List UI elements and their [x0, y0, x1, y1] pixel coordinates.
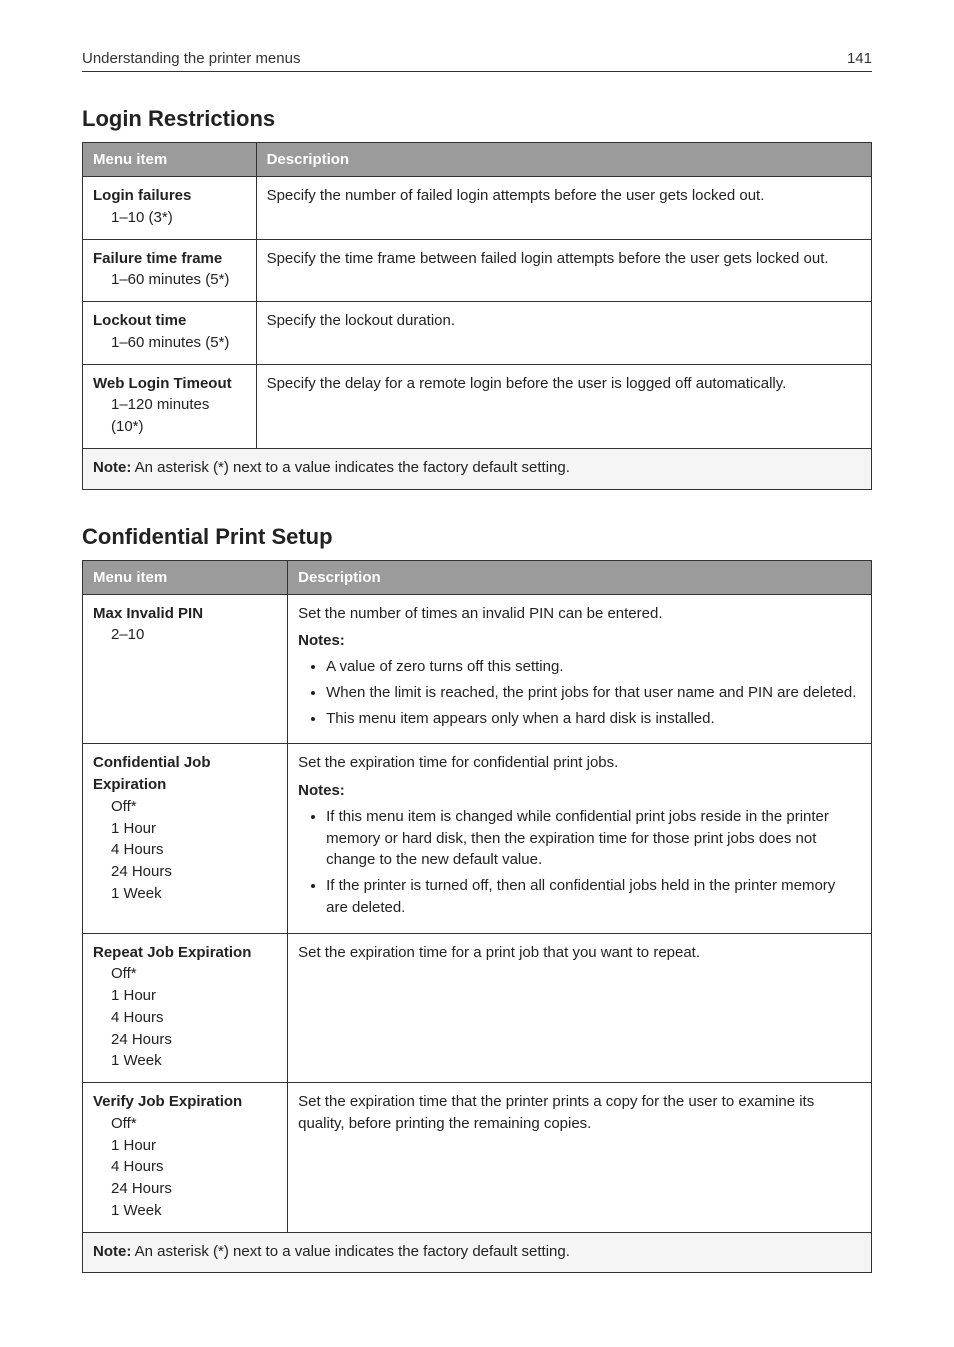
header-page-number: 141 [847, 50, 872, 67]
menu-item-option: Off* [93, 963, 277, 985]
note-item: This menu item appears only when a hard … [326, 708, 861, 730]
table-row: Verify Job Expiration Off* 1 Hour 4 Hour… [83, 1083, 872, 1233]
note-item: A value of zero turns off this setting. [326, 656, 861, 678]
menu-item-option: 1 Week [93, 883, 277, 905]
menu-item-option: 1 Hour [93, 1135, 277, 1157]
menu-item-option: 24 Hours [93, 1178, 277, 1200]
menu-item-name: Confidential Job Expiration [93, 752, 277, 796]
column-header-menu-item: Menu item [83, 560, 288, 594]
page-header: Understanding the printer menus 141 [82, 50, 872, 72]
note-text: An asterisk (*) next to a value indicate… [135, 1243, 570, 1260]
column-header-description: Description [256, 143, 871, 177]
menu-item-description: Set the expiration time for a print job … [288, 933, 872, 1083]
menu-item-option: 1 Hour [93, 818, 277, 840]
column-header-description: Description [288, 560, 872, 594]
table-login-restrictions: Menu item Description Login failures 1–1… [82, 142, 872, 490]
menu-item-name: Web Login Timeout [93, 373, 246, 395]
section-heading-login-restrictions: Login Restrictions [82, 106, 872, 132]
menu-item-description: Specify the number of failed login attem… [256, 177, 871, 240]
section-heading-confidential-print: Confidential Print Setup [82, 524, 872, 550]
table-note-row: Note: An asterisk (*) next to a value in… [83, 1232, 872, 1273]
table-confidential-print: Menu item Description Max Invalid PIN 2–… [82, 560, 872, 1274]
table-header-row: Menu item Description [83, 143, 872, 177]
menu-item-description: Specify the delay for a remote login bef… [256, 364, 871, 448]
menu-item-description: Set the number of times an invalid PIN c… [298, 605, 662, 622]
table-row: Web Login Timeout 1–120 minutes (10*) Sp… [83, 364, 872, 448]
menu-item-description: Specify the lockout duration. [256, 302, 871, 365]
table-row: Lockout time 1–60 minutes (5*) Specify t… [83, 302, 872, 365]
menu-item-name: Verify Job Expiration [93, 1091, 277, 1113]
menu-item-option: 4 Hours [93, 839, 277, 861]
table-row: Max Invalid PIN 2–10 Set the number of t… [83, 594, 872, 744]
menu-item-name: Failure time frame [93, 248, 246, 270]
document-page: Understanding the printer menus 141 Logi… [0, 0, 954, 1347]
menu-item-option: 4 Hours [93, 1007, 277, 1029]
table-header-row: Menu item Description [83, 560, 872, 594]
notes-label: Notes: [298, 780, 861, 802]
menu-item-name: Max Invalid PIN [93, 603, 277, 625]
menu-item-option: 1 Week [93, 1200, 277, 1222]
menu-item-name: Lockout time [93, 310, 246, 332]
note-label: Note: [93, 459, 131, 476]
table-row: Failure time frame 1–60 minutes (5*) Spe… [83, 239, 872, 302]
table-row: Confidential Job Expiration Off* 1 Hour … [83, 744, 872, 933]
note-label: Note: [93, 1243, 131, 1260]
menu-item-name: Repeat Job Expiration [93, 942, 277, 964]
menu-item-option: Off* [93, 796, 277, 818]
menu-item-description: Specify the time frame between failed lo… [256, 239, 871, 302]
notes-label: Notes: [298, 630, 861, 652]
menu-item-name: Login failures [93, 185, 246, 207]
header-title: Understanding the printer menus [82, 50, 300, 67]
note-item: If this menu item is changed while confi… [326, 806, 861, 871]
menu-item-option: 1–120 minutes (10*) [93, 394, 246, 438]
menu-item-description: Set the expiration time that the printer… [288, 1083, 872, 1233]
menu-item-option: 1–60 minutes (5*) [93, 332, 246, 354]
menu-item-option: 2–10 [93, 624, 277, 646]
notes-list: A value of zero turns off this setting. … [298, 656, 861, 729]
menu-item-option: 1–10 (3*) [93, 207, 246, 229]
note-item: If the printer is turned off, then all c… [326, 875, 861, 919]
table-row: Login failures 1–10 (3*) Specify the num… [83, 177, 872, 240]
menu-item-option: 24 Hours [93, 1029, 277, 1051]
table-note-row: Note: An asterisk (*) next to a value in… [83, 448, 872, 489]
menu-item-option: 1 Week [93, 1050, 277, 1072]
column-header-menu-item: Menu item [83, 143, 257, 177]
menu-item-description: Set the expiration time for confidential… [298, 754, 618, 771]
menu-item-option: Off* [93, 1113, 277, 1135]
menu-item-option: 1–60 minutes (5*) [93, 269, 246, 291]
menu-item-option: 24 Hours [93, 861, 277, 883]
menu-item-option: 4 Hours [93, 1156, 277, 1178]
table-row: Repeat Job Expiration Off* 1 Hour 4 Hour… [83, 933, 872, 1083]
notes-list: If this menu item is changed while confi… [298, 806, 861, 919]
note-item: When the limit is reached, the print job… [326, 682, 861, 704]
menu-item-option: 1 Hour [93, 985, 277, 1007]
note-text: An asterisk (*) next to a value indicate… [135, 459, 570, 476]
